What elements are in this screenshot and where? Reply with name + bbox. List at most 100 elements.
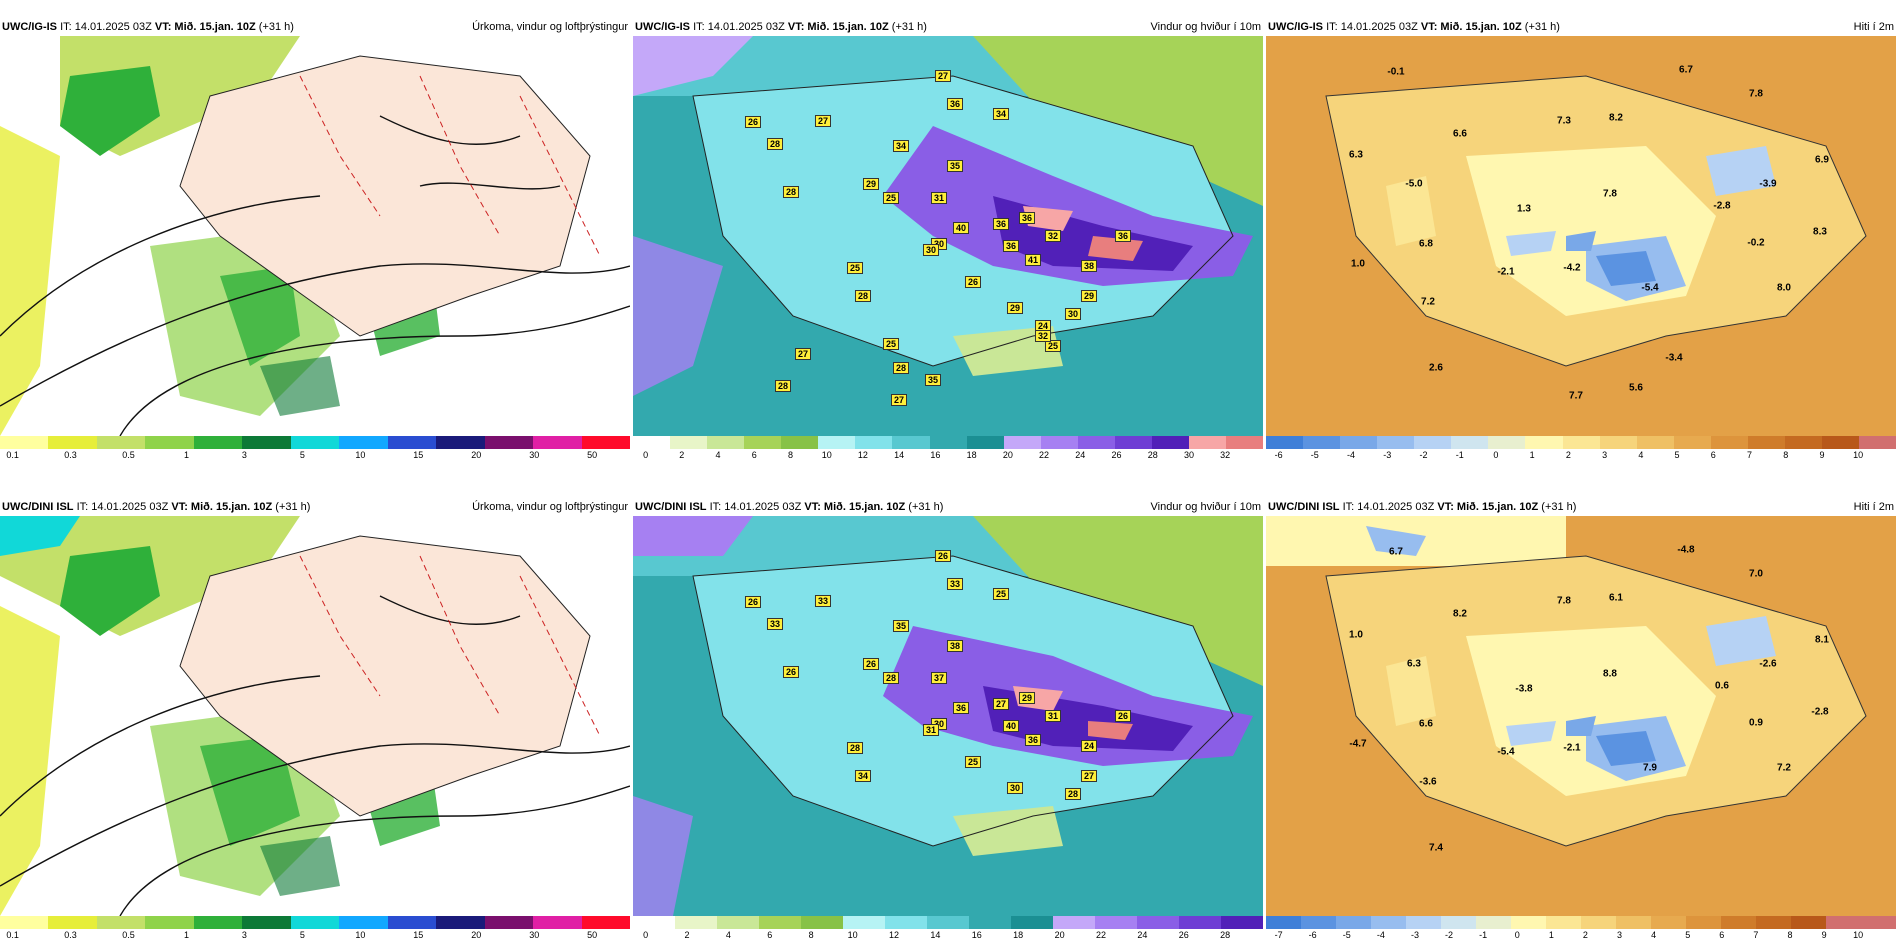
colorbar-label: -5 [1342,930,1351,940]
temp-label: 7.8 [1603,188,1617,200]
wind-colorbar-labels: 0 2 4 6 8 10 12 14 16 18 20 22 24 26 28 30 32 [633,450,1263,462]
model-name: UWC/IG-IS [2,21,57,33]
temp-label: 6.3 [1407,658,1421,670]
colorbar-swatch [1756,916,1791,929]
colorbar-label: 8 [1787,930,1793,940]
colorbar-label: 0 [643,930,649,940]
wind-colorbar-labels: 0 2 4 6 8 10 12 14 16 18 20 22 24 26 28 [633,930,1263,942]
colorbar-swatch [1301,916,1336,929]
colorbar-label: 5 [299,930,305,940]
colorbar-label: 0.5 [122,450,135,460]
colorbar-label: -3 [1410,930,1419,940]
colorbar-label: 1 [183,450,189,460]
temp-label: 6.3 [1349,149,1363,161]
colorbar-label: 3 [1602,450,1608,460]
issue-time: IT: 14.01.2025 03Z [1326,21,1418,33]
colorbar-label: 0 [1514,930,1520,940]
colorbar-label: 14 [894,450,905,460]
colorbar-label: 2 [1565,450,1571,460]
temp-label: -4.7 [1349,738,1367,750]
gust-label: 36 [1002,240,1020,252]
panel-title: Vindur og hviður í 10m [1150,21,1261,33]
model-name: UWC/DINI ISL [1268,501,1340,513]
colorbar-label: 5 [1685,930,1691,940]
colorbar-label: 26 [1178,930,1189,940]
colorbar-swatch [581,436,631,449]
colorbar-label: 16 [930,450,941,460]
colorbar-swatch [1441,916,1476,929]
model-name: UWC/IG-IS [635,21,690,33]
colorbar-label: 7 [1747,450,1753,460]
colorbar-swatch [885,916,927,929]
colorbar-label: 32 [1220,450,1231,460]
colorbar-swatch [484,916,534,929]
temp-label: 7.9 [1643,762,1657,774]
temp-colorbar [1266,436,1897,449]
gust-label: 36 [1018,212,1036,224]
gust-label: 27 [992,698,1010,710]
issue-time: IT: 14.01.2025 03Z [693,21,785,33]
precip-colorbar [0,916,631,929]
valid-prefix: VT: [1437,501,1454,513]
colorbar-label: 0.5 [122,930,135,940]
colorbar-label: -1 [1479,930,1488,940]
panel-header: UWC/IG-IS IT: 14.01.2025 03Z VT: Mið. 15… [0,18,630,36]
colorbar-label: 10 [847,930,858,940]
colorbar-swatch [1599,436,1637,449]
colorbar-label: -1 [1455,450,1464,460]
colorbar-swatch [1721,916,1756,929]
colorbar-label: 26 [1111,450,1122,460]
colorbar-swatch [1188,436,1226,449]
colorbar-label: 5 [1674,450,1680,460]
colorbar-swatch [1636,436,1674,449]
colorbar-label: -3 [1383,450,1392,460]
temp-label: 6.7 [1389,546,1403,558]
colorbar-swatch [717,916,759,929]
gust-label: 26 [862,658,880,670]
panel-header: UWC/IG-IS IT: 14.01.2025 03Z VT: Mið. 15… [633,18,1263,36]
temp-label: -2.1 [1497,266,1515,278]
temp-label: 8.1 [1815,634,1829,646]
temp-label: -2.1 [1563,742,1581,754]
panel-title: Hiti í 2m [1853,21,1894,33]
temp-label: -2.8 [1811,706,1829,718]
temp-colorbar [1266,916,1896,929]
colorbar-label: 12 [857,450,868,460]
temp-label: 8.0 [1777,282,1791,294]
temp-label: 1.0 [1351,258,1365,270]
temp-label: 8.2 [1453,608,1467,620]
gust-label: 24 [1034,320,1052,332]
gust-label: 34 [992,108,1010,120]
temp-label: 7.8 [1557,595,1571,607]
colorbar-swatch [1340,436,1378,449]
gust-label: 36 [992,218,1010,230]
wind-map [633,516,1263,916]
colorbar-swatch [387,916,437,929]
precip-map [0,36,630,436]
gust-label: 33 [814,595,832,607]
temp-label: -0.1 [1387,66,1405,78]
colorbar-swatch [0,916,49,929]
gust-label: 29 [1080,290,1098,302]
colorbar-swatch [1226,436,1264,449]
lead-time: (+31 h) [1524,21,1560,33]
colorbar-label: -4 [1347,450,1356,460]
valid-prefix: VT: [171,501,188,513]
valid-time: Mið. 15.jan. 10Z [1456,501,1539,513]
colorbar-swatch [1221,916,1263,929]
colorbar-label: 22 [1095,930,1107,940]
temp-label: 7.0 [1749,568,1763,580]
temp-label: 8.3 [1813,226,1827,238]
gust-label: 26 [964,276,982,288]
panel-title: Vindur og hviður í 10m [1150,501,1261,513]
colorbar-swatch [1077,436,1115,449]
gust-label: 41 [1024,254,1042,266]
gust-label: 27 [794,348,812,360]
temp-label: -0.2 [1747,237,1765,249]
colorbar-swatch [145,436,194,449]
temp-label: -5.4 [1497,746,1515,758]
colorbar-label: 6 [751,450,757,460]
temp-colorbar-labels: -7 -6 -5 -4 -3 -2 -1 0 1 2 3 4 5 6 7 8 9 10 [1266,930,1896,942]
temp-label: -3.9 [1759,178,1777,190]
colorbar-swatch [1511,916,1546,929]
